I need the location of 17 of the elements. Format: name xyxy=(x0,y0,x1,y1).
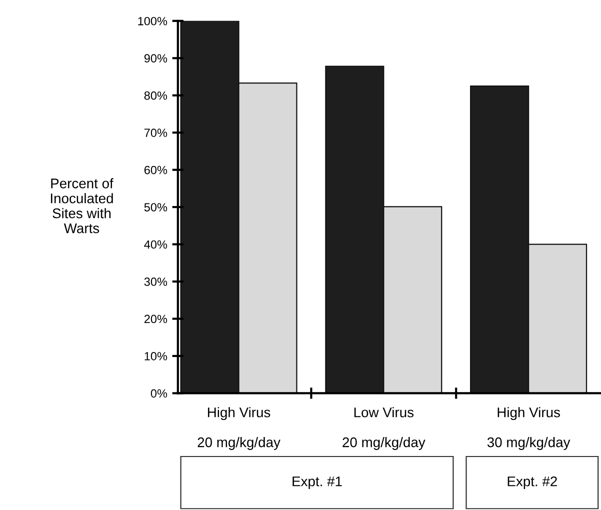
text: Expt. #2 xyxy=(508,476,557,490)
y-tick-label: 50% xyxy=(144,203,168,212)
y-tick-label: 20% xyxy=(144,314,168,324)
y-tick-label: 0% xyxy=(150,389,168,398)
category-label: High Virus 30 mg/kg/day xyxy=(487,407,570,450)
category-label: High Virus 20 mg/kg/day xyxy=(198,407,280,450)
y-tick-label: 90% xyxy=(144,54,168,63)
y-tick-label: 40% xyxy=(144,240,168,249)
y-tick-label: 80% xyxy=(144,91,168,100)
y-tick-label: 60% xyxy=(144,166,168,174)
y-tick-label: 100% xyxy=(138,16,168,26)
y-tick-label: 10% xyxy=(144,352,168,360)
y-axis-title: Percent of Inoculated Sites with Warts xyxy=(50,178,114,234)
y-tick-label: 30% xyxy=(144,278,168,286)
category-label: Low Virus 20 mg/kg/day xyxy=(342,407,426,450)
text: Expt. #1 xyxy=(292,476,342,490)
y-tick-label: 70% xyxy=(144,128,168,137)
